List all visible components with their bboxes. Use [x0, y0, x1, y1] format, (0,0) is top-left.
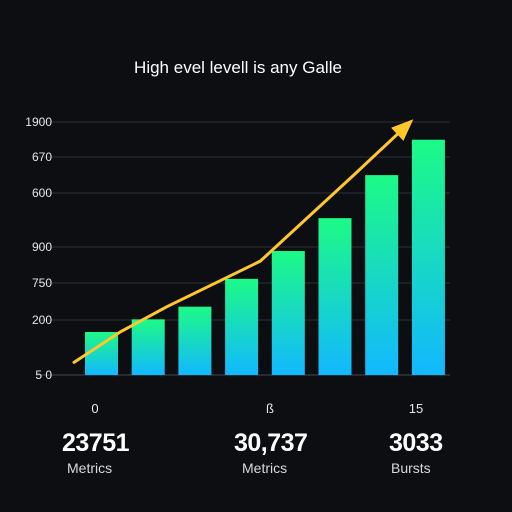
y-tick-label: 670 [32, 150, 52, 164]
chart-bar [131, 319, 165, 375]
chart-bars [85, 139, 445, 375]
chart-title: High evel levell is any Galle [134, 58, 342, 77]
y-tick-label: 750 [32, 276, 52, 290]
y-axis-labels: 1900 670 600 900 750 200 5 0 [25, 115, 52, 382]
y-tick-label: 200 [32, 313, 52, 327]
trend-line [72, 119, 414, 364]
trend-line-path [72, 120, 412, 364]
chart-bar [85, 331, 118, 375]
stat-value: 30,737 [234, 429, 307, 457]
chart-bar [365, 175, 399, 375]
stat-label: Bursts [391, 460, 431, 476]
chart-bar [318, 218, 352, 375]
y-tick-label: 5 0 [35, 368, 52, 382]
x-tick-label: ß [266, 401, 274, 416]
x-tick-label: 0 [91, 401, 98, 416]
stat-summary: 23751 Metrics 30,737 Metrics 3033 Bursts [62, 429, 443, 476]
trend-arrow-icon [391, 119, 414, 141]
chart-bar [178, 306, 212, 375]
stat-value: 23751 [62, 429, 130, 457]
chart-bar [271, 251, 305, 375]
x-tick-label: 15 [409, 401, 423, 416]
y-tick-label: 900 [32, 240, 52, 254]
stat-value: 3033 [389, 429, 443, 457]
x-axis-labels: 0 ß 15 [91, 401, 423, 416]
chart-bar [225, 278, 259, 375]
y-tick-label: 1900 [25, 115, 52, 129]
chart-bar [411, 139, 445, 375]
y-tick-label: 600 [32, 186, 52, 200]
stat-label: Metrics [242, 460, 287, 476]
stat-label: Metrics [67, 460, 112, 476]
